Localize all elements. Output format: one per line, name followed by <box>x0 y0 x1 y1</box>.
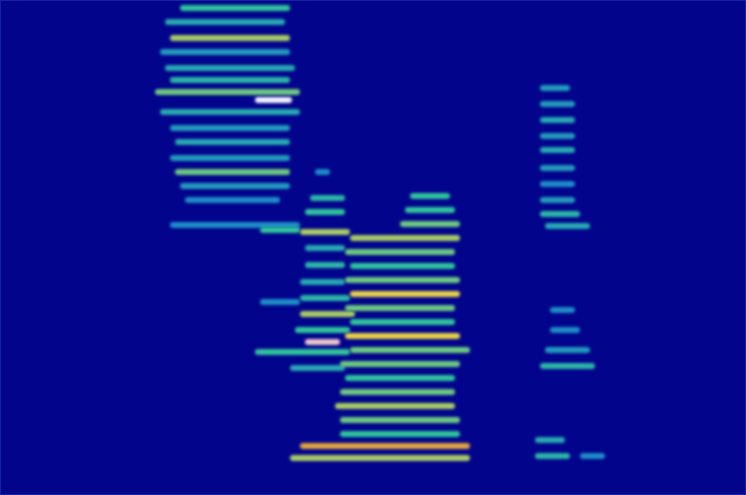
cell <box>290 365 345 371</box>
cell <box>340 431 460 437</box>
cell <box>405 207 455 213</box>
cell <box>350 319 455 325</box>
cell <box>170 125 290 131</box>
cell <box>165 65 295 71</box>
cell <box>160 49 290 55</box>
cell <box>540 211 580 217</box>
cell <box>300 295 350 301</box>
cell <box>340 417 460 423</box>
cell <box>255 349 350 355</box>
cell <box>540 133 575 139</box>
cell <box>305 209 345 215</box>
cell <box>545 347 590 353</box>
cell <box>255 97 292 103</box>
cell <box>345 305 455 311</box>
plot-frame <box>1 1 746 495</box>
cell <box>340 389 455 395</box>
cell <box>175 169 290 175</box>
cell <box>540 165 575 171</box>
cell <box>550 327 580 333</box>
cell <box>185 197 280 203</box>
cell <box>300 279 345 285</box>
cell <box>350 291 460 297</box>
cells <box>155 5 605 461</box>
cell <box>540 197 575 203</box>
cell <box>335 403 455 409</box>
cell <box>345 375 455 381</box>
cell <box>155 89 300 95</box>
cell <box>180 183 290 189</box>
cell <box>290 455 470 461</box>
cell <box>350 263 455 269</box>
cell <box>160 109 300 115</box>
cell <box>170 77 290 83</box>
cell <box>305 339 340 345</box>
cell <box>345 333 460 339</box>
cell <box>310 195 345 201</box>
cell <box>170 35 290 41</box>
cell <box>410 193 450 199</box>
cell <box>260 227 300 233</box>
cell <box>540 101 575 107</box>
cell <box>580 453 605 459</box>
cell <box>345 249 455 255</box>
cell <box>535 453 570 459</box>
cell <box>550 307 575 313</box>
cell <box>350 235 460 241</box>
cell <box>300 443 470 449</box>
cell <box>170 155 290 161</box>
cell <box>180 5 290 11</box>
cell <box>305 262 345 268</box>
cell <box>400 221 460 227</box>
chart <box>0 0 746 495</box>
cell <box>295 327 350 333</box>
cell <box>350 347 470 353</box>
cell <box>540 85 570 91</box>
cell <box>540 181 575 187</box>
cell <box>540 363 595 369</box>
cell <box>305 245 345 251</box>
cell <box>260 299 300 305</box>
cell <box>175 139 290 145</box>
cell <box>300 229 350 235</box>
cell <box>340 361 460 367</box>
cell <box>545 223 590 229</box>
cell <box>540 117 575 123</box>
plot-background <box>0 0 746 495</box>
cell <box>540 147 575 153</box>
cell <box>345 277 460 283</box>
cell <box>535 437 565 443</box>
cell <box>165 19 285 25</box>
cell <box>315 169 330 175</box>
cell <box>300 311 355 317</box>
